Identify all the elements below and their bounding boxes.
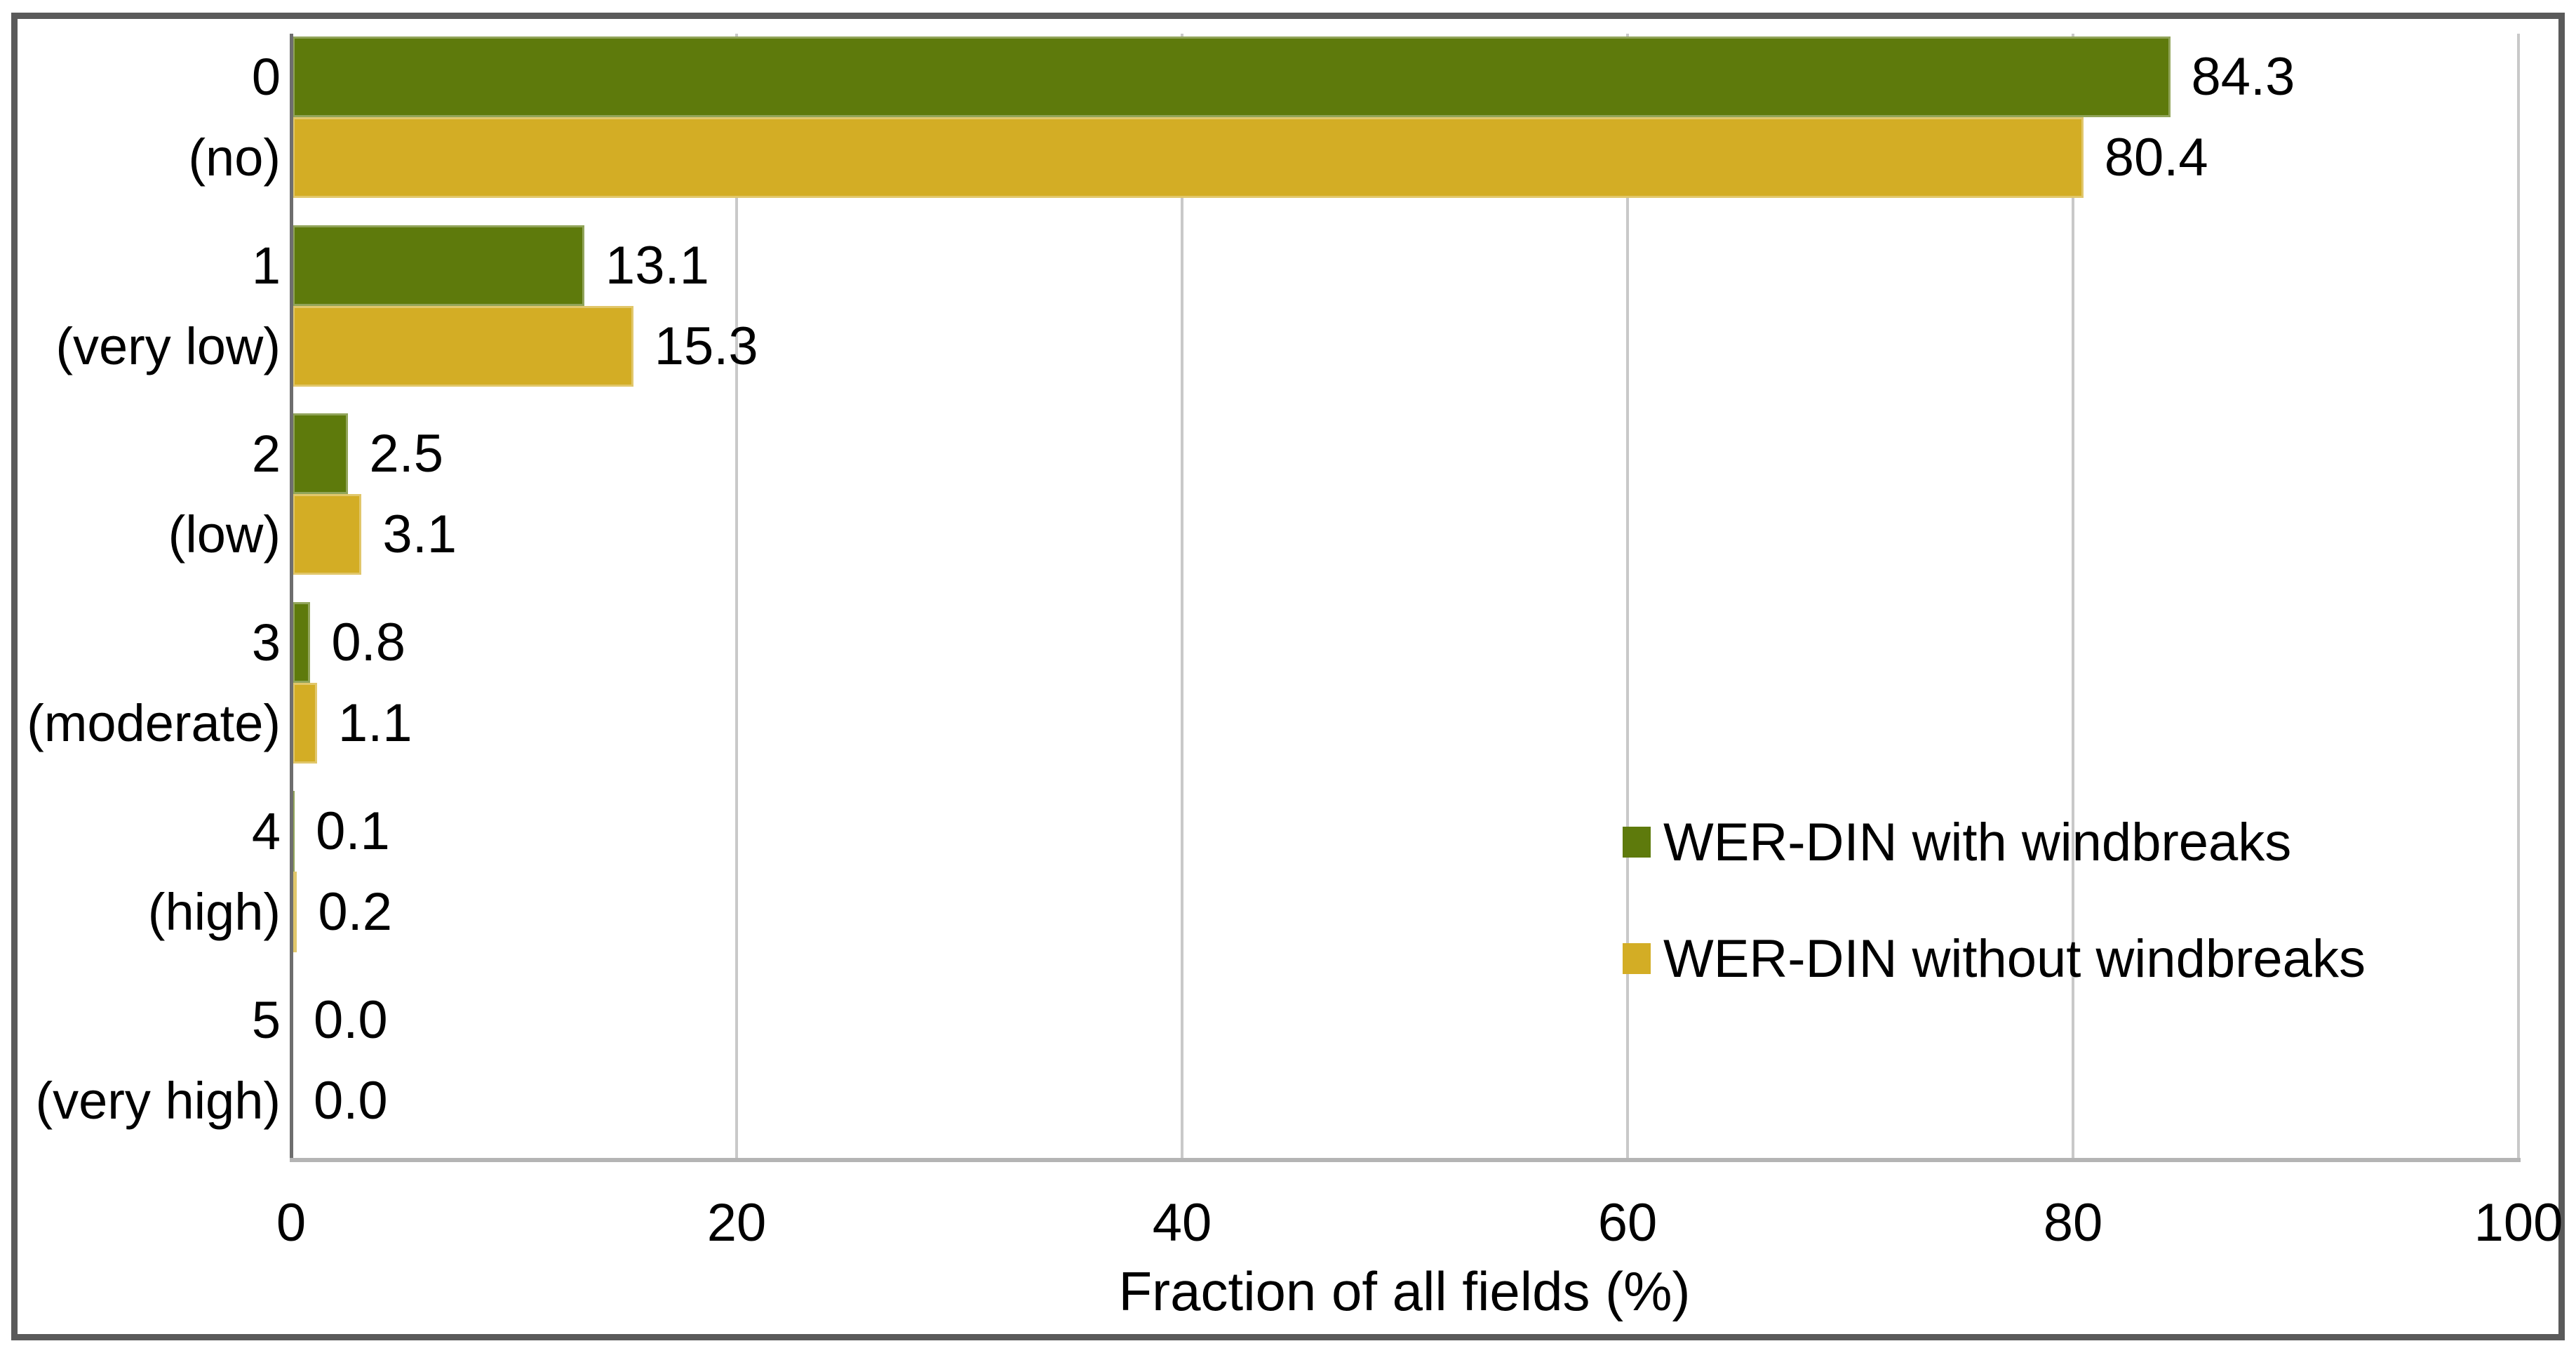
legend-label: WER-DIN without windbreaks: [1663, 928, 2366, 989]
tick-label: 80: [2043, 1193, 2103, 1253]
category-label: 0 (no): [188, 48, 281, 187]
category-label: 5 (very high): [35, 990, 281, 1130]
legend-label: WER-DIN with windbreaks: [1663, 812, 2292, 872]
legend-item-without-windbreaks: WER-DIN without windbreaks: [1623, 929, 2366, 989]
legend-swatch-gold: [1623, 943, 1651, 974]
bar-series1-cat2: [293, 494, 362, 575]
bar-series1-cat0: [293, 117, 2084, 198]
value-label: 0.0: [314, 1070, 388, 1131]
bar-series0-cat3: [293, 602, 311, 684]
bar-series1-cat4: [293, 871, 297, 952]
bar-series1-cat3: [293, 683, 317, 764]
tick-label: 40: [1152, 1193, 1212, 1253]
value-axis-line: [290, 34, 293, 1162]
plot-area: 84.3 80.4 13.1 15.3 2.5 3.1 0.8 1.1 0.1 0.2 0.0 0.0: [291, 34, 2520, 1159]
axis-title: Fraction of all fields (%): [1118, 1260, 1691, 1322]
gridline: [1626, 34, 1629, 1159]
bar-series0-cat1: [293, 225, 584, 306]
legend-item-with-windbreaks: WER-DIN with windbreaks: [1623, 813, 2291, 872]
category-label: 1 (very low): [55, 236, 281, 375]
category-label: 2 (low): [168, 425, 281, 564]
bar-series0-cat2: [293, 413, 349, 495]
category-axis-line: [290, 1158, 2521, 1162]
tick-label: 60: [1597, 1193, 1658, 1253]
tick-label: 20: [706, 1193, 767, 1253]
value-label: 0.8: [331, 613, 406, 673]
gridline: [2517, 34, 2520, 1159]
gridline: [2072, 34, 2074, 1159]
value-label: 0.1: [316, 801, 390, 861]
value-label: 13.1: [605, 235, 709, 295]
value-label: 3.1: [382, 505, 457, 565]
value-label: 84.3: [2191, 47, 2295, 107]
category-label: 3 (moderate): [27, 613, 281, 753]
gridline: [1181, 34, 1183, 1159]
value-label: 0.2: [318, 881, 392, 942]
value-label: 2.5: [369, 424, 444, 484]
value-label: 0.0: [314, 989, 388, 1050]
tick-label: 0: [276, 1193, 307, 1253]
value-label: 1.1: [337, 693, 412, 754]
value-label: 15.3: [654, 316, 758, 376]
legend-swatch-green: [1623, 827, 1651, 858]
bar-series1-cat1: [293, 305, 633, 387]
category-label: 4 (high): [147, 801, 281, 941]
bar-series0-cat4: [293, 790, 295, 872]
gridline: [735, 34, 738, 1159]
value-label: 80.4: [2104, 128, 2208, 187]
tick-label: 100: [2474, 1193, 2563, 1253]
bar-series0-cat0: [293, 36, 2171, 117]
